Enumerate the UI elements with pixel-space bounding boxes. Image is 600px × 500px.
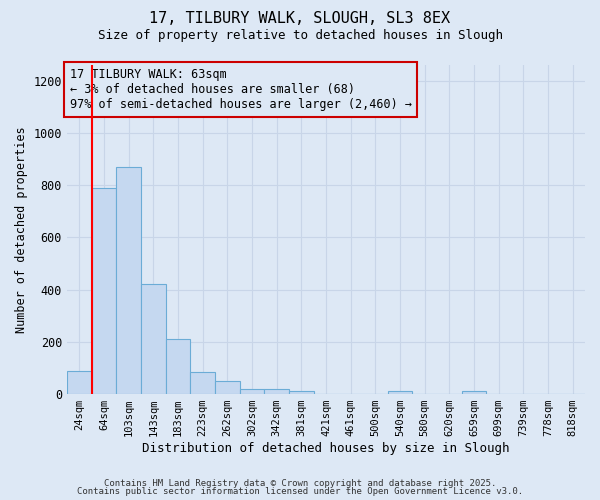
Bar (289, 391, 314, 394)
Bar (239, 389, 264, 394)
Text: Contains public sector information licensed under the Open Government Licence v3: Contains public sector information licen… (77, 487, 523, 496)
Bar (190, 372, 215, 394)
Text: 17, TILBURY WALK, SLOUGH, SL3 8EX: 17, TILBURY WALK, SLOUGH, SL3 8EX (149, 11, 451, 26)
Text: Size of property relative to detached houses in Slough: Size of property relative to detached ho… (97, 29, 503, 42)
Bar (388, 392, 412, 394)
Text: Contains HM Land Registry data © Crown copyright and database right 2025.: Contains HM Land Registry data © Crown c… (104, 478, 496, 488)
Bar (215, 381, 239, 394)
Bar (461, 392, 487, 394)
Bar (67, 370, 92, 394)
X-axis label: Distribution of detached houses by size in Slough: Distribution of detached houses by size … (142, 442, 510, 455)
Bar (264, 389, 289, 394)
Text: 17 TILBURY WALK: 63sqm
← 3% of detached houses are smaller (68)
97% of semi-deta: 17 TILBURY WALK: 63sqm ← 3% of detached … (70, 68, 412, 112)
Bar (116, 167, 141, 394)
Bar (166, 339, 190, 394)
Y-axis label: Number of detached properties: Number of detached properties (15, 126, 28, 333)
Bar (92, 188, 116, 394)
Bar (141, 284, 166, 394)
